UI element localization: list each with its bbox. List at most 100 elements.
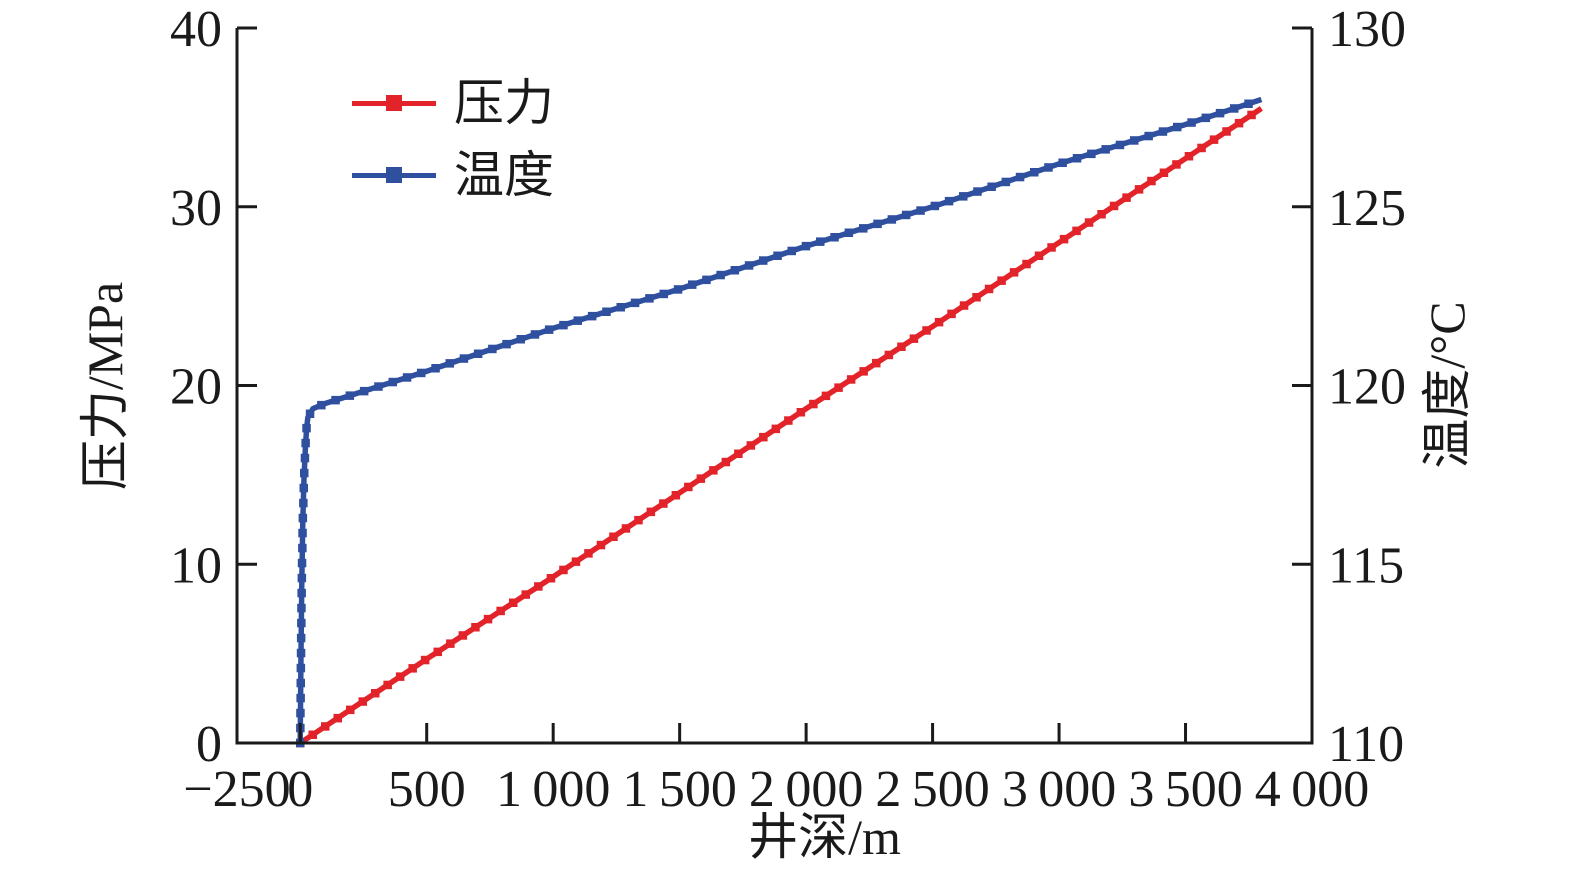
series-marker — [1097, 210, 1106, 219]
series-marker — [1234, 118, 1244, 128]
series-marker — [297, 618, 306, 628]
series-marker — [1184, 152, 1194, 161]
series-marker — [909, 334, 919, 343]
series-marker — [296, 708, 305, 718]
series-marker — [872, 358, 881, 368]
x-tick-label: 1 500 — [622, 761, 736, 818]
series-marker — [696, 474, 706, 483]
series-marker — [702, 275, 711, 285]
series-marker — [709, 466, 718, 475]
series-marker — [299, 483, 308, 493]
left-y-tick-label: 20 — [170, 359, 222, 416]
series-marker — [302, 423, 311, 433]
series-marker — [383, 680, 392, 690]
series-marker — [559, 320, 568, 330]
series-marker — [298, 513, 308, 523]
series-marker — [744, 261, 754, 270]
series-marker — [331, 395, 340, 405]
series-marker — [1134, 185, 1144, 194]
series-marker — [1158, 127, 1168, 136]
series-marker — [759, 432, 768, 442]
series-marker — [395, 672, 405, 681]
series-marker — [1044, 163, 1053, 172]
series-line-0 — [298, 106, 1263, 746]
legend-label-temperature: 温度 — [454, 147, 554, 203]
legend: 压力 温度 — [352, 67, 554, 211]
legend-item-pressure: 压力 — [352, 67, 554, 139]
series-marker — [630, 298, 640, 308]
series-marker — [671, 491, 681, 500]
series-marker — [1072, 154, 1082, 163]
series-marker — [873, 219, 882, 229]
series-marker — [1247, 110, 1256, 120]
series-marker — [297, 558, 307, 568]
series-marker — [973, 187, 982, 196]
series-marker — [1147, 176, 1156, 186]
series-marker — [317, 400, 326, 410]
right-y-tick-label: 120 — [1328, 359, 1406, 416]
left-y-axis-title: 压力/MPa — [77, 281, 133, 491]
series-marker — [371, 689, 380, 698]
series-marker — [645, 294, 654, 303]
series-marker — [433, 647, 442, 657]
series-marker — [296, 663, 306, 673]
series-marker — [483, 614, 493, 624]
x-tick-label: 2 000 — [749, 761, 863, 818]
series-marker — [420, 655, 430, 665]
x-tick-label: 3 000 — [1002, 761, 1116, 818]
series-marker — [801, 241, 811, 251]
series-marker — [502, 339, 511, 349]
series-marker — [1022, 259, 1031, 269]
series-marker — [359, 386, 369, 396]
series-marker — [1084, 218, 1094, 227]
series-marker — [458, 631, 468, 640]
right-y-tick-label: 130 — [1328, 1, 1406, 58]
series-marker — [587, 311, 597, 321]
series-marker — [1197, 143, 1206, 153]
series-marker — [796, 408, 806, 417]
x-tick-label: 3 500 — [1128, 761, 1242, 818]
series-marker — [684, 482, 693, 492]
series-marker — [959, 301, 969, 310]
series-marker — [830, 233, 839, 242]
series-marker — [573, 316, 582, 325]
series-marker — [305, 409, 315, 418]
series-marker — [534, 582, 543, 591]
right-y-axis-title: 温度/°C — [1419, 301, 1475, 469]
series-marker — [496, 606, 505, 616]
series-marker — [571, 557, 581, 566]
series-marker — [984, 284, 994, 294]
series-marker — [297, 603, 306, 613]
x-tick-label: 0 — [287, 761, 313, 818]
series-marker — [1122, 193, 1131, 202]
x-tick-label: 4 000 — [1255, 761, 1369, 818]
series-marker — [388, 377, 397, 387]
series-marker — [1030, 168, 1039, 177]
series-marker — [659, 289, 668, 299]
series-marker — [887, 215, 897, 224]
series-marker — [459, 354, 469, 363]
series-marker — [944, 196, 954, 206]
series-marker — [417, 368, 426, 378]
series-marker — [1072, 226, 1081, 236]
legend-label-pressure: 压力 — [454, 75, 554, 131]
series-marker — [884, 350, 894, 360]
series-marker — [816, 237, 825, 246]
series-marker — [488, 344, 497, 354]
series-marker — [471, 623, 480, 632]
series-marker — [300, 453, 310, 463]
series-marker — [1115, 140, 1125, 150]
series-marker — [916, 206, 925, 215]
series-marker — [1209, 135, 1219, 144]
series-marker — [333, 713, 342, 723]
x-axis-title: 井深/m — [748, 809, 901, 865]
series-marker — [299, 498, 308, 508]
x-tick-label: 500 — [388, 761, 466, 818]
x-tick-label: 1 000 — [496, 761, 610, 818]
series-marker — [446, 639, 455, 648]
series-marker — [844, 228, 854, 237]
series-marker — [1059, 234, 1069, 244]
series-marker — [1222, 127, 1231, 136]
